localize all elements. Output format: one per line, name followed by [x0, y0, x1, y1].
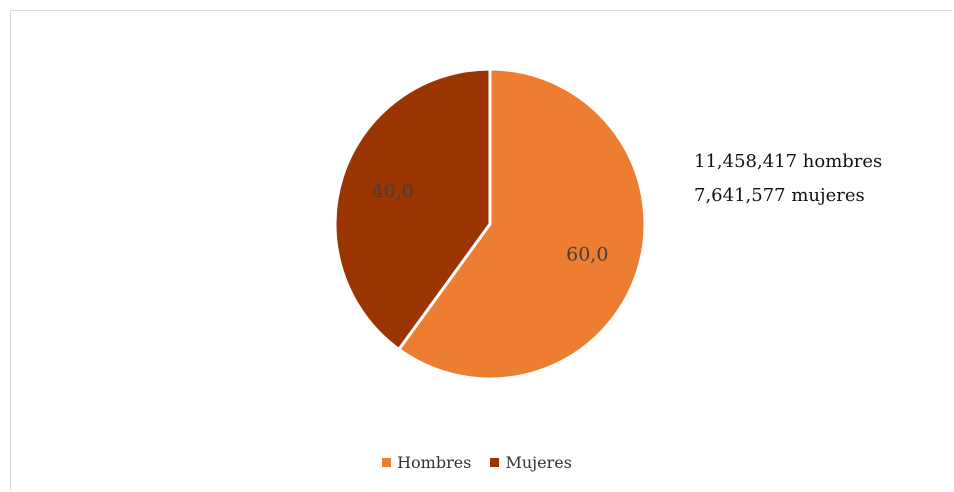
- data-label-hombres: 60,0: [566, 244, 608, 266]
- pie-slices: [333, 67, 647, 381]
- annotation-hombres: 11,458,417 hombres: [694, 151, 883, 172]
- slice-labels: 60,0 40,0: [372, 180, 609, 265]
- legend-item-mujeres: Mujeres: [490, 453, 572, 472]
- legend-label-mujeres: Mujeres: [505, 453, 572, 472]
- legend-swatch-mujeres: [490, 458, 500, 467]
- data-label-mujeres: 40,0: [372, 180, 414, 202]
- chart-frame: [10, 10, 952, 490]
- annotation-mujeres: 7,641,577 mujeres: [694, 185, 865, 206]
- legend-swatch-hombres: [382, 458, 392, 467]
- legend-item-hombres: Hombres: [382, 453, 471, 472]
- pie-slice-hombres: [397, 67, 647, 381]
- pie-slice-mujeres: [333, 67, 492, 351]
- legend: Hombres Mujeres: [0, 452, 954, 472]
- legend-label-hombres: Hombres: [397, 453, 472, 472]
